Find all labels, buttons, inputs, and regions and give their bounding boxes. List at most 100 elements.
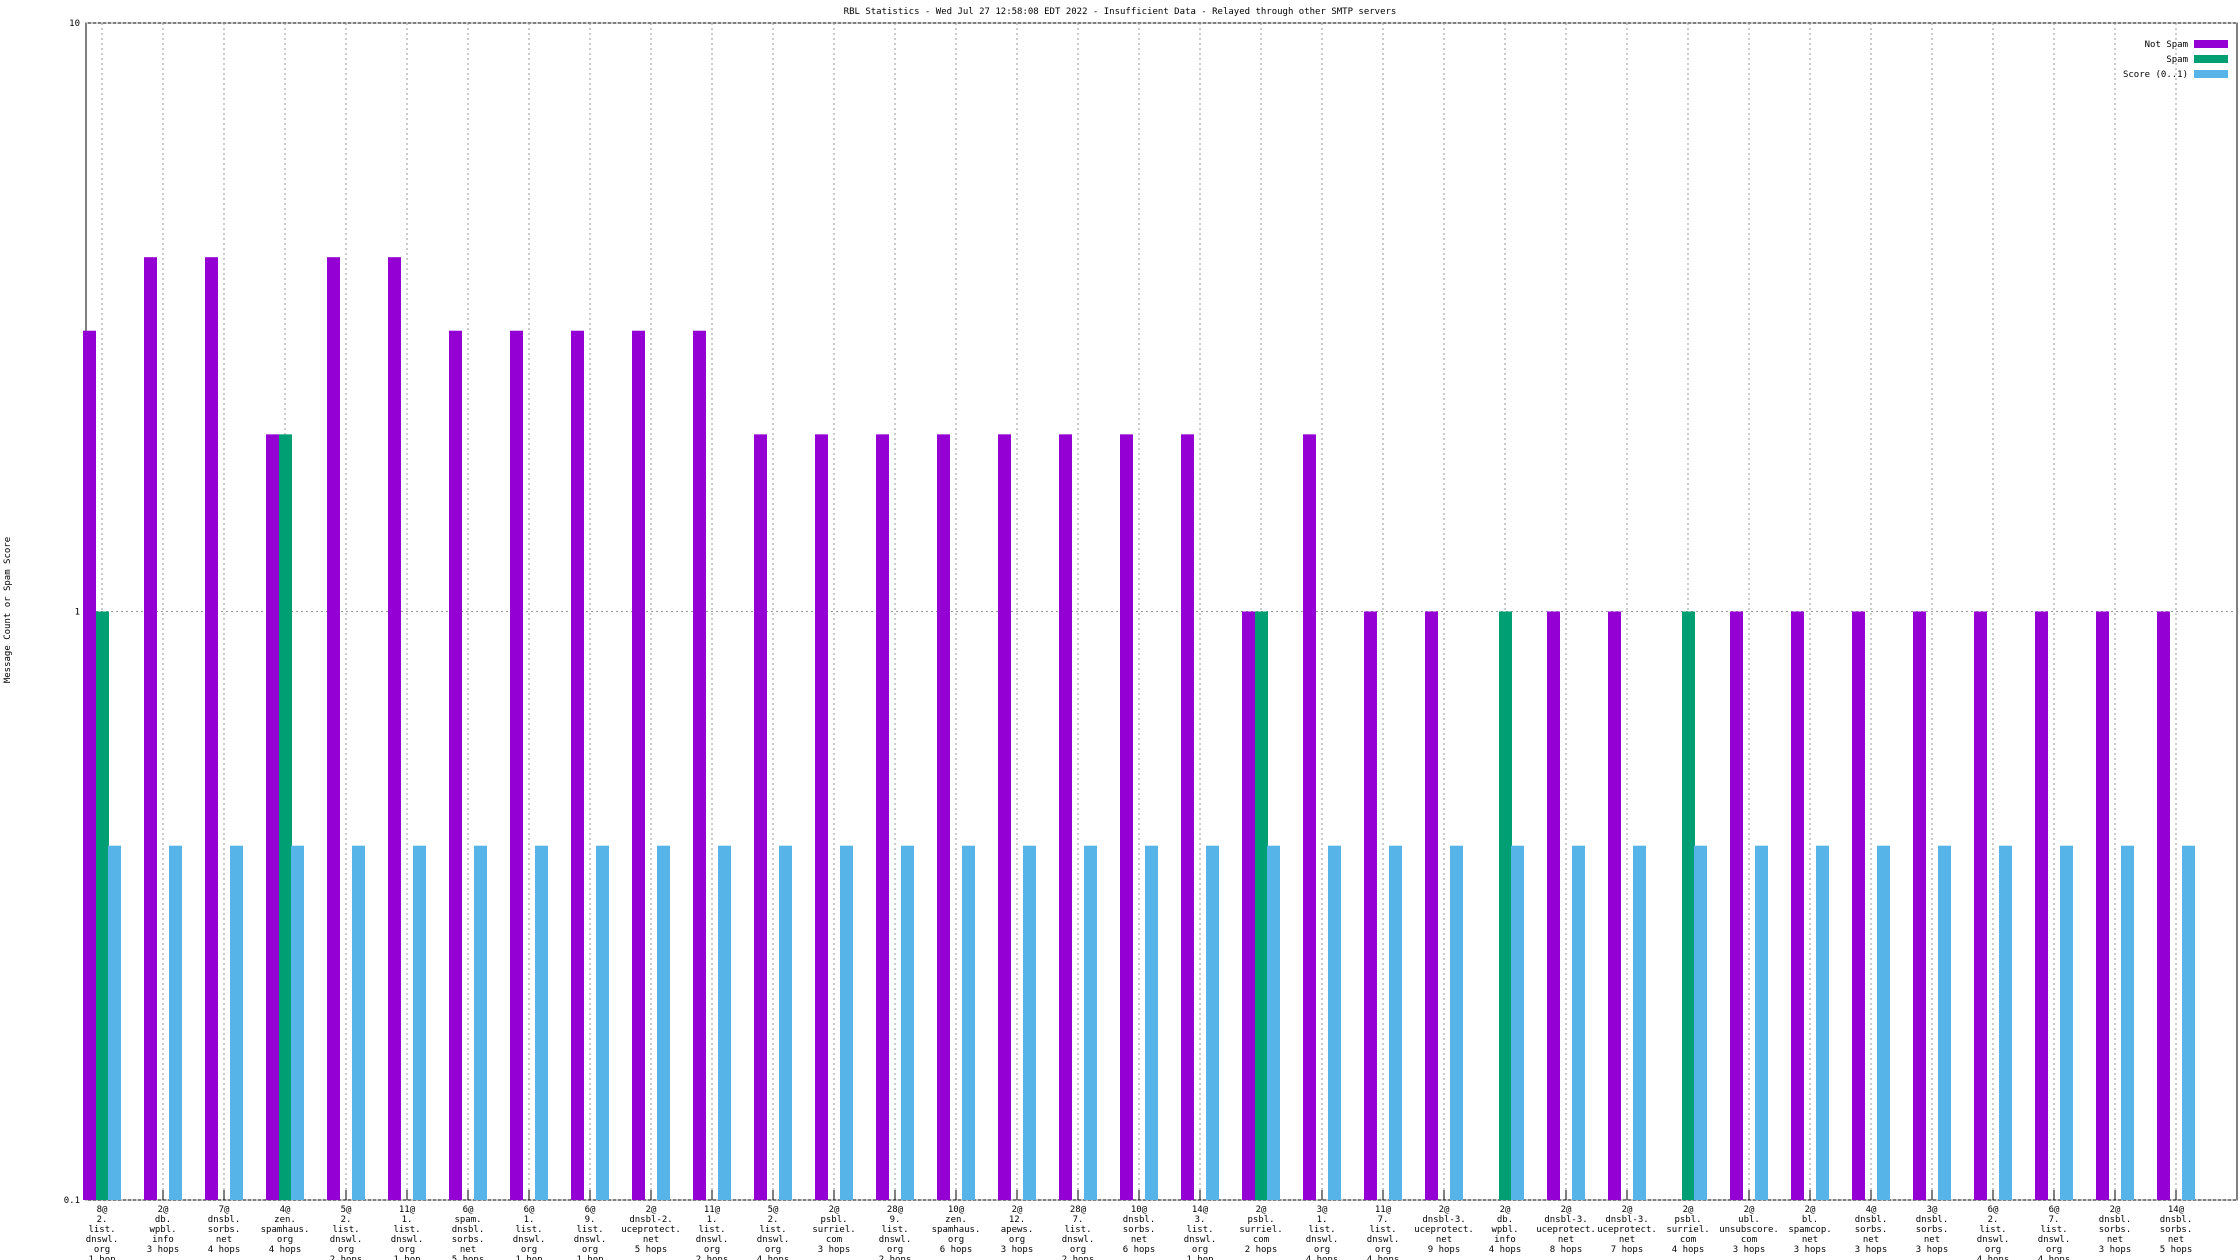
x-tick-line: com — [826, 1235, 842, 1245]
x-tick-line: 11@ — [704, 1205, 721, 1215]
x-tick-label: 2@ dnsbl-2. uceprotect. net 5 hops — [621, 1205, 681, 1255]
x-tick-line: net — [1924, 1235, 1940, 1245]
x-tick-line: dnsbl. — [2160, 1215, 2193, 1225]
x-tick-line: spamcop. — [1788, 1225, 1831, 1235]
x-tick-line: 4 hops — [757, 1255, 790, 1260]
x-tick-label: 2@ db. wpbl. info 3 hops — [147, 1205, 180, 1255]
x-tick-line: 1. — [707, 1215, 718, 1225]
x-tick-line: 5@ — [341, 1205, 352, 1215]
x-tick-line: 1. — [1317, 1215, 1328, 1225]
bar — [327, 257, 340, 1200]
x-tick-line: 2 hops — [696, 1255, 729, 1260]
x-tick-line: net — [2168, 1235, 2184, 1245]
bar — [279, 434, 292, 1200]
x-tick-line: uceprotect. — [621, 1225, 681, 1235]
x-tick-line: 1. — [524, 1215, 535, 1225]
bar — [1999, 845, 2012, 1200]
x-tick-label: 8@ 2. list. dnswl. org 1 hop — [86, 1205, 119, 1260]
x-tick-line: list. — [2040, 1225, 2067, 1235]
x-tick-line: sorbs. — [2160, 1225, 2193, 1235]
bar — [2060, 845, 2073, 1200]
x-tick-line: 1 hop — [393, 1255, 420, 1260]
legend-swatch — [2194, 55, 2228, 63]
x-tick-line: net — [216, 1235, 232, 1245]
x-tick-line: 2. — [97, 1215, 108, 1225]
x-tick-line: uceprotect. — [1536, 1225, 1596, 1235]
x-tick-line: 2@ — [1805, 1205, 1816, 1215]
x-tick-line: 1 hop — [1186, 1255, 1213, 1260]
x-tick-line: 4 hops — [1489, 1245, 1522, 1255]
x-tick-line: 9. — [890, 1215, 901, 1225]
x-tick-line: dnswl. — [1062, 1235, 1095, 1245]
bar — [169, 845, 182, 1200]
y-tick-label: 10 — [69, 19, 80, 29]
x-tick-line: surriel. — [1666, 1225, 1709, 1235]
bar — [1023, 845, 1036, 1200]
bar — [876, 434, 889, 1200]
bar — [205, 257, 218, 1200]
bar — [535, 845, 548, 1200]
x-tick-label: 5@ 2. list. dnswl. org 4 hops — [757, 1205, 790, 1260]
x-tick-line: 5 hops — [452, 1255, 485, 1260]
x-tick-line: 2. — [768, 1215, 779, 1225]
x-tick-line: sorbs. — [2099, 1225, 2132, 1235]
bar — [1145, 845, 1158, 1200]
bar — [1791, 611, 1804, 1200]
x-tick-line: list. — [515, 1225, 542, 1235]
bar — [1572, 845, 1585, 1200]
x-tick-line: 14@ — [2168, 1205, 2185, 1215]
bar — [83, 330, 96, 1201]
x-tick-line: 2 hops — [1062, 1255, 1095, 1260]
x-tick-line: uceprotect. — [1597, 1225, 1657, 1235]
x-tick-line: zen. — [274, 1215, 296, 1225]
x-tick-line: 9. — [585, 1215, 596, 1225]
x-tick-line: list. — [881, 1225, 908, 1235]
x-tick-line: list. — [88, 1225, 115, 1235]
x-tick-line: dnswl. — [1977, 1235, 2010, 1245]
bar — [1938, 845, 1951, 1200]
x-tick-line: list. — [1064, 1225, 1091, 1235]
x-tick-line: sorbs. — [208, 1225, 241, 1235]
x-tick-line: org — [582, 1245, 598, 1255]
x-tick-line: 6@ — [585, 1205, 596, 1215]
x-tick-label: 11@ 1. list. dnswl. org 2 hops — [696, 1205, 729, 1260]
x-tick-line: 4 hops — [1367, 1255, 1400, 1260]
x-tick-line: unsubscore. — [1719, 1225, 1779, 1235]
x-tick-label: 10@ dnsbl. sorbs. net 6 hops — [1123, 1205, 1156, 1255]
bar — [449, 330, 462, 1201]
x-tick-line: 8@ — [97, 1205, 108, 1215]
x-tick-line: dnswl. — [513, 1235, 546, 1245]
x-tick-line: 3 hops — [1855, 1245, 1888, 1255]
x-tick-line: dnswl. — [1184, 1235, 1217, 1245]
bar — [1877, 845, 1890, 1200]
x-tick-label: 2@ dnsbl. sorbs. net 3 hops — [2099, 1205, 2132, 1255]
bar — [1730, 611, 1743, 1200]
x-tick-line: dnsbl. — [208, 1215, 241, 1225]
x-tick-line: 14@ — [1192, 1205, 1209, 1215]
x-tick-line: spamhaus. — [261, 1225, 310, 1235]
x-tick-line: list. — [393, 1225, 420, 1235]
x-tick-line: 12. — [1009, 1215, 1025, 1225]
x-tick-line: 3@ — [1927, 1205, 1938, 1215]
x-tick-line: dnswl. — [757, 1235, 790, 1245]
x-tick-line: sorbs. — [1123, 1225, 1156, 1235]
x-tick-line: 4 hops — [208, 1245, 241, 1255]
legend-label: Not Spam — [2145, 40, 2188, 50]
x-tick-label: 5@ 2. list. dnswl. org 2 hops — [330, 1205, 363, 1260]
x-tick-line: 1 hop — [88, 1255, 115, 1260]
x-tick-line: org — [1070, 1245, 1086, 1255]
x-tick-line: org — [765, 1245, 781, 1255]
x-tick-line: 7. — [1378, 1215, 1389, 1225]
x-tick-line: 10@ — [1131, 1205, 1148, 1215]
x-tick-line: list. — [1369, 1225, 1396, 1235]
x-tick-line: psbl. — [1674, 1215, 1701, 1225]
bar — [815, 434, 828, 1200]
bar — [1181, 434, 1194, 1200]
x-tick-label: 2@ dnsbl-3. uceprotect. net 8 hops — [1536, 1205, 1596, 1255]
x-tick-line: list. — [332, 1225, 359, 1235]
x-tick-line: 4 hops — [1306, 1255, 1339, 1260]
x-tick-line: dnsbl-3. — [1544, 1215, 1587, 1225]
x-tick-line: list. — [1308, 1225, 1335, 1235]
bar — [1816, 845, 1829, 1200]
x-tick-line: 3@ — [1317, 1205, 1328, 1215]
